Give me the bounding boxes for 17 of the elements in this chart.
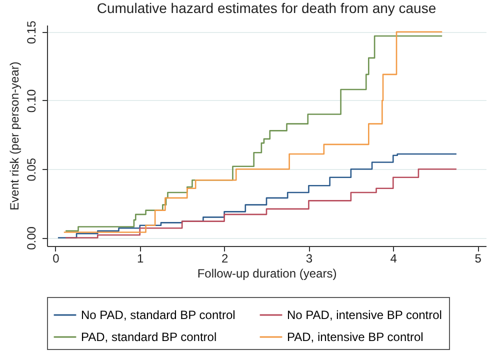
x-tick-label: 2: [221, 252, 228, 266]
y-tick-label: 0.00: [24, 226, 38, 250]
legend-label: No PAD, intensive BP control: [287, 308, 442, 322]
y-tick-label: 0.05: [24, 158, 38, 182]
x-tick-label: 4: [390, 252, 398, 266]
y-tick-label: 0.15: [24, 20, 38, 44]
x-axis-title: Follow-up duration (years): [197, 266, 337, 280]
y-axis-title: Event risk (per person-year): [8, 62, 22, 210]
chart-title: Cumulative hazard estimates for death from any cause: [96, 0, 436, 16]
x-tick-label: 5: [474, 252, 482, 266]
legend-label: PAD, standard BP control: [81, 330, 217, 344]
y-tick-label: 0.10: [24, 88, 38, 113]
x-tick-label: 1: [137, 252, 144, 266]
legend-label: PAD, intensive BP control: [287, 330, 424, 344]
legend-label: No PAD, standard BP control: [81, 308, 236, 322]
x-tick-label: 3: [306, 252, 313, 266]
x-tick-label: 0: [52, 252, 60, 266]
